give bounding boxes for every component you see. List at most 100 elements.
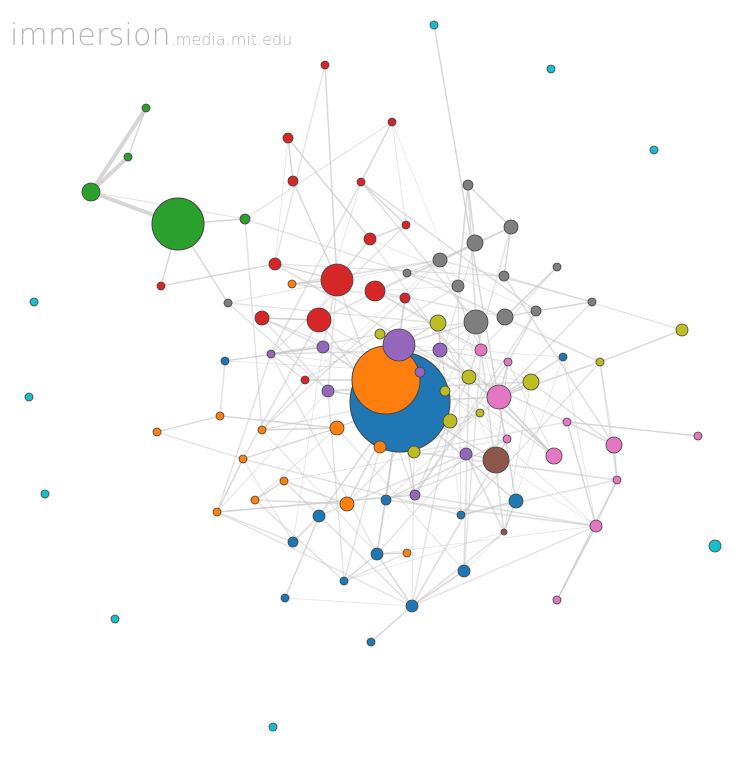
contact-node-orange[interactable] (287, 279, 297, 289)
contact-node-red[interactable] (300, 375, 310, 385)
contact-node-purple[interactable] (432, 342, 448, 358)
contact-node-red[interactable] (287, 175, 299, 187)
contact-node-cyan[interactable] (110, 614, 120, 624)
contact-node-gray[interactable] (223, 298, 233, 308)
contact-node-orange[interactable] (279, 476, 289, 486)
contact-node-olive[interactable] (442, 413, 458, 429)
contact-node-blue[interactable] (456, 510, 466, 520)
contact-node-pink[interactable] (605, 436, 623, 454)
contact-node-green[interactable] (123, 152, 133, 162)
contact-node-pink[interactable] (486, 384, 512, 410)
contact-node-gray[interactable] (462, 179, 474, 191)
contact-node-olive[interactable] (374, 328, 386, 340)
contact-node-brown[interactable] (500, 528, 508, 536)
contact-node-orange[interactable] (339, 496, 355, 512)
contact-node-pink[interactable] (474, 343, 488, 357)
contact-node-purple[interactable] (459, 447, 473, 461)
contact-node-cyan[interactable] (429, 20, 439, 30)
contact-node-pink[interactable] (562, 417, 572, 427)
contact-node-cyan[interactable] (24, 392, 34, 402)
contact-node-red[interactable] (401, 220, 411, 230)
contact-node-olive[interactable] (595, 357, 605, 367)
contact-node-gray[interactable] (587, 297, 597, 307)
contact-node-blue[interactable] (287, 536, 299, 548)
contact-node-red[interactable] (282, 132, 294, 144)
contact-node-green[interactable] (239, 213, 251, 225)
contact-node-gray[interactable] (530, 305, 542, 317)
contact-node-gray[interactable] (498, 270, 510, 282)
contact-node-cyan[interactable] (29, 297, 39, 307)
contact-node-blue[interactable] (312, 509, 326, 523)
contact-node-orange[interactable] (257, 425, 267, 435)
contact-node-red[interactable] (363, 232, 377, 246)
contact-node-orange[interactable] (373, 440, 387, 454)
contact-node-cyan[interactable] (40, 489, 50, 499)
contact-node-red[interactable] (306, 307, 332, 333)
contact-node-gray[interactable] (402, 268, 412, 278)
contact-node-blue[interactable] (405, 599, 419, 613)
contact-node-blue[interactable] (220, 356, 230, 366)
contact-node-red[interactable] (399, 292, 411, 304)
contact-node-orange[interactable] (402, 548, 412, 558)
contact-node-blue[interactable] (558, 352, 568, 362)
contact-node-blue[interactable] (380, 494, 392, 506)
contact-node-gray[interactable] (451, 279, 465, 293)
contact-node-orange[interactable] (238, 454, 248, 464)
contact-node-purple[interactable] (266, 349, 276, 359)
contact-node-purple[interactable] (414, 366, 426, 378)
contact-node-blue[interactable] (339, 576, 349, 586)
contact-node-red[interactable] (254, 310, 270, 326)
contact-node-orange[interactable] (250, 495, 260, 505)
contact-node-purple[interactable] (382, 328, 416, 362)
contact-node-olive[interactable] (429, 314, 447, 332)
contact-node-pink[interactable] (503, 357, 513, 367)
contact-node-olive[interactable] (522, 373, 540, 391)
contact-node-red[interactable] (356, 177, 366, 187)
contact-node-red[interactable] (320, 263, 354, 297)
contact-node-blue[interactable] (280, 593, 290, 603)
contact-node-pink[interactable] (545, 447, 563, 465)
immersion-logo[interactable]: immersion.media.mit.edu (10, 18, 292, 53)
contact-node-purple[interactable] (316, 340, 330, 354)
contact-node-pink[interactable] (589, 519, 603, 533)
contact-node-gray[interactable] (552, 262, 562, 272)
contact-node-pink[interactable] (693, 431, 703, 441)
contact-node-gray[interactable] (466, 234, 484, 252)
contact-node-orange[interactable] (152, 427, 162, 437)
contact-node-gray[interactable] (503, 219, 519, 235)
contact-node-pink[interactable] (612, 475, 622, 485)
contact-node-olive[interactable] (461, 369, 477, 385)
contact-node-purple[interactable] (321, 384, 335, 398)
contact-node-brown[interactable] (482, 446, 510, 474)
contact-node-blue[interactable] (370, 547, 384, 561)
contact-node-cyan[interactable] (708, 539, 722, 553)
contact-node-gray[interactable] (496, 308, 514, 326)
contact-node-purple[interactable] (409, 489, 421, 501)
contact-node-cyan[interactable] (268, 722, 278, 732)
contact-node-pink[interactable] (502, 434, 512, 444)
contact-node-red[interactable] (387, 117, 397, 127)
contact-node-olive[interactable] (407, 445, 421, 459)
contact-node-red[interactable] (156, 281, 166, 291)
contact-node-blue[interactable] (366, 637, 376, 647)
contact-node-red[interactable] (364, 280, 386, 302)
contact-node-red[interactable] (320, 60, 330, 70)
contact-node-gray[interactable] (432, 252, 448, 268)
contact-node-pink[interactable] (552, 595, 562, 605)
contact-node-orange[interactable] (329, 420, 345, 436)
contact-node-green[interactable] (151, 197, 205, 251)
contact-node-blue[interactable] (457, 564, 471, 578)
contact-node-cyan[interactable] (546, 64, 556, 74)
contact-node-orange[interactable] (212, 507, 222, 517)
contact-node-orange[interactable] (215, 411, 225, 421)
contact-node-cyan[interactable] (649, 145, 659, 155)
contact-node-olive[interactable] (675, 323, 689, 337)
contact-node-blue[interactable] (508, 493, 524, 509)
contact-node-olive[interactable] (439, 385, 451, 397)
contact-node-green[interactable] (141, 103, 151, 113)
contact-node-green[interactable] (81, 182, 101, 202)
contact-node-gray[interactable] (463, 309, 489, 335)
contact-node-olive[interactable] (475, 408, 485, 418)
contact-node-red[interactable] (268, 257, 282, 271)
